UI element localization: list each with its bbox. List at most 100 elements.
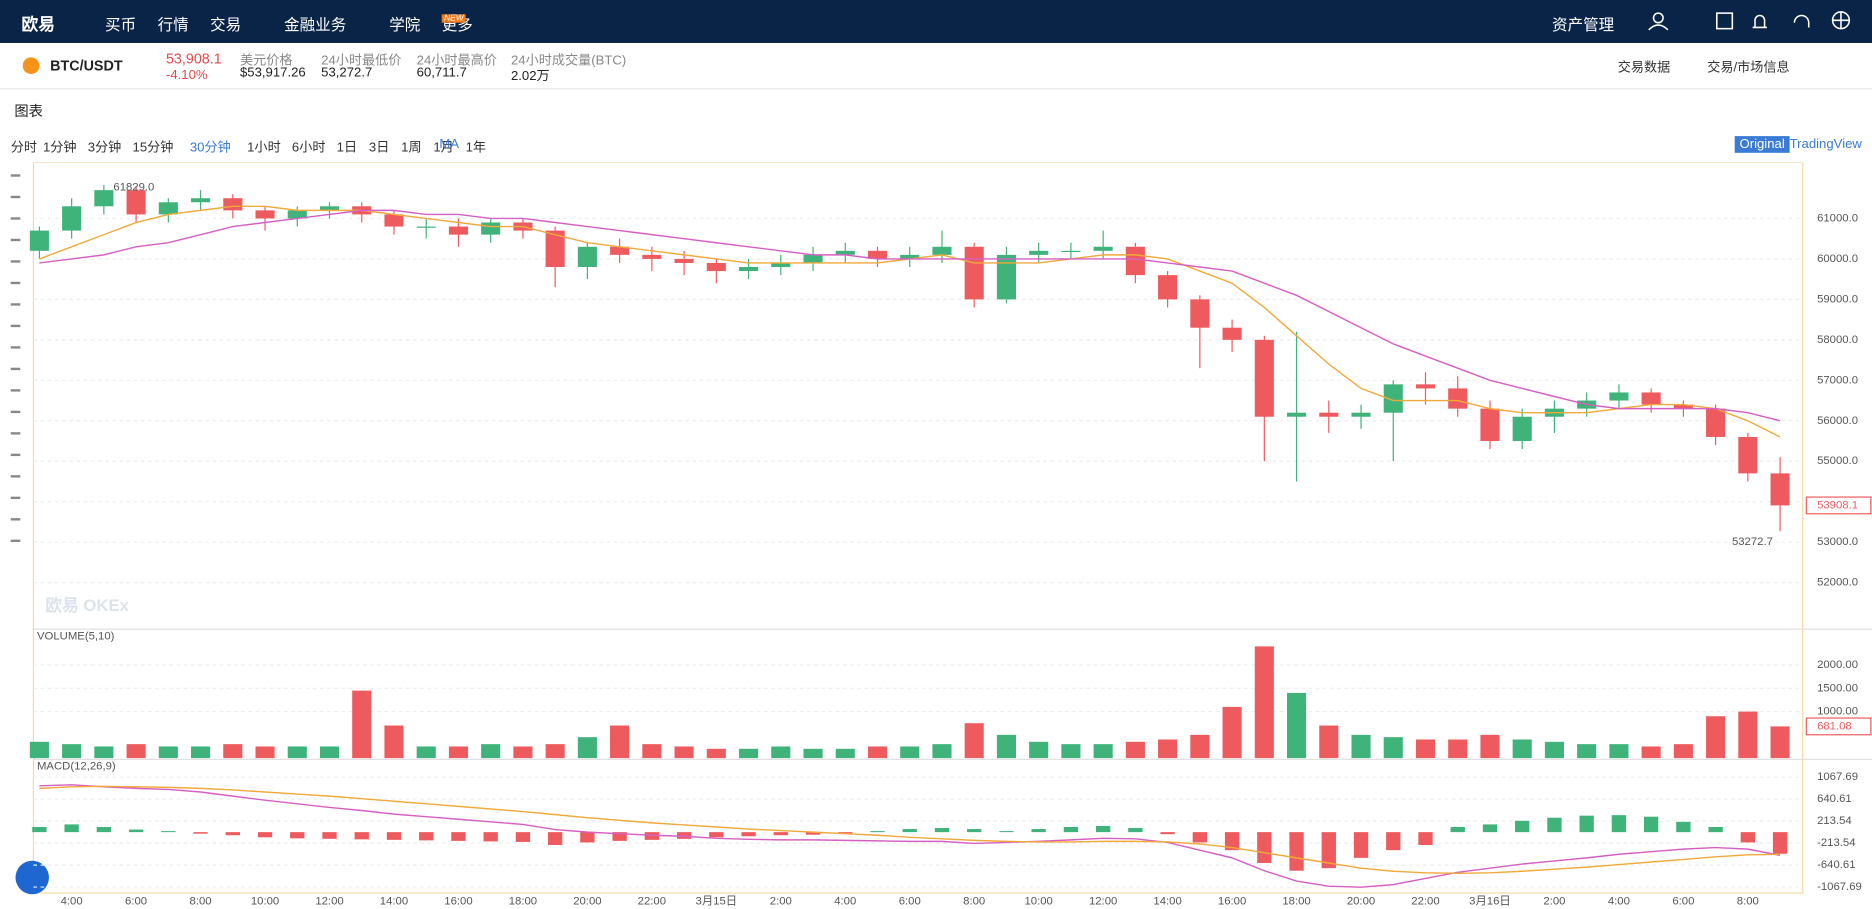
pane-label: MACD(12,26,9): [37, 760, 116, 772]
macd-bar: [967, 829, 982, 833]
candle-body: [835, 250, 855, 255]
y-tick-label: 57000.0: [1817, 374, 1858, 386]
volume-bar: [964, 723, 984, 759]
candle-body: [545, 230, 565, 268]
macd-bar: [193, 832, 208, 834]
candle-body: [1158, 275, 1178, 300]
macd-bar: [1579, 815, 1594, 833]
candle-body: [803, 254, 823, 263]
volume-bar: [1061, 744, 1081, 759]
macd-bar: [96, 826, 112, 833]
macd-bar: [1321, 832, 1336, 869]
macd-bar: [547, 832, 563, 846]
macd-bar: [1224, 832, 1240, 851]
nav-item[interactable]: 学院: [389, 15, 421, 34]
macd-line: [39, 784, 1781, 888]
x-tick-label: 14:00: [380, 895, 408, 907]
macd-bar: [741, 832, 756, 837]
macd-bar: [999, 831, 1014, 833]
volume-bar: [1093, 744, 1113, 759]
candle-body: [1383, 384, 1403, 413]
macd-bar: [483, 832, 498, 842]
y-tick-label: 59000.0: [1817, 293, 1858, 305]
candle-body: [1673, 404, 1693, 409]
volume-bar: [900, 746, 920, 759]
indicator[interactable]: MA: [439, 137, 460, 152]
candle-body: [1319, 412, 1339, 417]
interval[interactable]: 3日: [368, 140, 390, 156]
original[interactable]: Original: [1734, 136, 1790, 153]
macd-bar: [257, 832, 273, 838]
nav-item[interactable]: 金融业务: [284, 15, 347, 34]
macd-bar: [128, 829, 144, 833]
volume-bar: [94, 746, 114, 759]
x-tick-label: 10:00: [1024, 895, 1052, 907]
candle-body: [1029, 250, 1049, 255]
candle-body: [319, 206, 340, 211]
tradingview[interactable]: TradingView: [1789, 137, 1862, 152]
ma-line: [39, 209, 1781, 422]
candle-body: [642, 254, 662, 259]
macd-bar: [1418, 832, 1433, 846]
stat-label: 24小时最低价: [321, 53, 402, 69]
volume-bar: [448, 746, 469, 759]
interval[interactable]: 15分钟: [132, 140, 174, 156]
candle-body: [29, 230, 49, 251]
nav-item[interactable]: 行情: [157, 15, 189, 34]
y-tick-label: 60000.0: [1817, 253, 1858, 265]
interval[interactable]: 6小时: [291, 140, 326, 156]
candle-body: [1125, 246, 1145, 276]
candle-body: [448, 226, 469, 235]
macd-bar: [64, 824, 79, 833]
pair[interactable]: BTC/USDT: [50, 57, 123, 75]
interval[interactable]: 1月: [433, 140, 454, 156]
y-tick-label: -1067.69: [1817, 881, 1862, 893]
interval[interactable]: 30分钟: [189, 140, 231, 156]
volume-bar: [706, 748, 726, 759]
interval[interactable]: 1周: [401, 140, 422, 156]
asset-menu[interactable]: 资产管理: [1552, 15, 1615, 34]
macd-bar: [709, 832, 724, 838]
candle-body: [932, 246, 952, 255]
interval[interactable]: 分时: [10, 140, 38, 156]
candle-body: [62, 206, 82, 231]
macd-bar: [1708, 826, 1723, 833]
candle-body: [739, 267, 759, 272]
interval[interactable]: 1小时: [247, 140, 281, 156]
volume-bar: [1480, 734, 1500, 759]
interval[interactable]: 3分钟: [87, 140, 122, 156]
macd-bar: [1063, 826, 1079, 833]
x-tick-label: 20:00: [1347, 895, 1375, 907]
candle-body: [706, 262, 726, 272]
volume-bar: [1125, 741, 1145, 759]
x-tick-label: 10:00: [251, 895, 279, 907]
volume-bar: [771, 746, 791, 759]
candle-body: [1641, 392, 1661, 405]
badge: NEW: [441, 14, 467, 23]
nav-item[interactable]: 交易: [210, 15, 242, 34]
macd-bar: [1031, 829, 1046, 833]
interval[interactable]: 1日: [336, 140, 358, 156]
interval[interactable]: 1年: [465, 140, 487, 156]
candle-body: [900, 254, 920, 259]
macd-bar: [644, 832, 660, 840]
candle-body: [1706, 408, 1726, 437]
x-tick-label: 22:00: [1411, 895, 1439, 907]
volume-bar: [545, 744, 565, 759]
info-button[interactable]: [15, 860, 49, 895]
link[interactable]: 交易数据: [1617, 60, 1671, 76]
macd-bar: [1547, 817, 1562, 833]
brand[interactable]: 欧易: [21, 14, 55, 34]
volume-bar: [255, 746, 275, 759]
y-tick-label: -640.61: [1817, 859, 1855, 871]
link[interactable]: 交易/市场信息: [1707, 60, 1790, 76]
volume-bar: [513, 746, 533, 759]
volume-bar: [62, 744, 82, 759]
volume-bar: [1222, 706, 1242, 759]
y-tick-label: 1000.00: [1817, 706, 1858, 718]
nav-item[interactable]: 买币: [105, 15, 137, 34]
candle-body: [416, 226, 436, 228]
x-tick-label: 22:00: [638, 895, 666, 907]
interval[interactable]: 1分钟: [42, 140, 77, 156]
